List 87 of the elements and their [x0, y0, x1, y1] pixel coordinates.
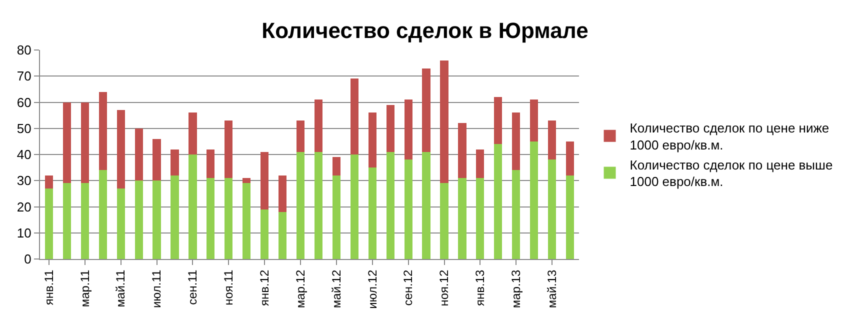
- bar: [80, 102, 89, 184]
- bar: [116, 188, 125, 259]
- y-tick-label: 60: [16, 94, 32, 110]
- bar: [278, 212, 287, 259]
- bar: [458, 123, 466, 178]
- bar: [62, 102, 71, 184]
- y-tick-label: 40: [16, 147, 32, 162]
- x-tick-label: июл.12: [365, 269, 380, 309]
- bar: [494, 144, 502, 259]
- bar: [134, 180, 143, 259]
- bar: [386, 152, 394, 259]
- bar: [530, 141, 538, 259]
- bar: [566, 141, 574, 176]
- bar: [530, 100, 538, 142]
- chart-title: Количество сделок в Юрмале: [262, 18, 588, 43]
- bar: [368, 112, 376, 168]
- bar: [188, 112, 197, 154]
- bar: [260, 209, 269, 259]
- bar: [368, 168, 376, 259]
- bar: [548, 120, 556, 160]
- bar: [350, 78, 358, 154]
- x-tick-label: янв.13: [473, 269, 488, 306]
- bar: [476, 178, 484, 259]
- x-tick-label: май.12: [329, 269, 344, 308]
- bar: [44, 175, 54, 188]
- bar: [386, 104, 394, 152]
- bar: [404, 100, 412, 160]
- bar: [512, 170, 520, 259]
- bar: [494, 97, 502, 144]
- bar: [224, 178, 233, 259]
- y-tick-label: 10: [16, 225, 32, 240]
- bar: [314, 152, 323, 259]
- legend-label: Количество сделок по цене ниже 1000 евро/кв.м.: [630, 120, 830, 152]
- x-tick-label: ноя.12: [437, 269, 452, 306]
- x-tick-label: июл.11: [150, 269, 164, 308]
- bar: [206, 178, 215, 259]
- bar: [260, 152, 269, 210]
- bar: [350, 154, 358, 259]
- bar: [422, 152, 430, 259]
- bar: [566, 175, 574, 259]
- bar: [548, 160, 556, 259]
- x-tick-label: янв.11: [42, 269, 56, 306]
- bar: [206, 149, 215, 178]
- x-tick-label: сен.11: [186, 269, 200, 305]
- legend-label: Количество сделок по цене выше 1000 евро/кв.м.: [630, 157, 833, 190]
- bar: [278, 175, 287, 212]
- bar: [440, 183, 448, 259]
- bar: [332, 157, 340, 176]
- y-tick-label: 20: [16, 199, 32, 214]
- x-tick-label: сен.12: [401, 269, 416, 306]
- bar: [296, 152, 305, 259]
- y-tick-label: 0: [24, 252, 32, 267]
- x-tick-label: май.11: [114, 269, 128, 308]
- x-tick-label: мар.11: [78, 269, 92, 308]
- x-tick-label: мар.13: [509, 269, 524, 308]
- bar: [188, 154, 197, 259]
- y-tick-label: 70: [16, 68, 32, 84]
- bar: [512, 112, 520, 170]
- bar: [152, 138, 161, 181]
- y-tick-label: 30: [16, 173, 32, 188]
- bar: [332, 175, 340, 259]
- bar: [314, 100, 323, 152]
- bar: [476, 149, 484, 178]
- bar: [152, 180, 161, 259]
- bar: [242, 183, 251, 259]
- x-tick-label: мар.12: [293, 269, 308, 308]
- bar: [440, 60, 448, 184]
- x-tick-label: ноя.11: [222, 269, 236, 306]
- y-tick-label: 80: [16, 42, 32, 58]
- bar: [80, 183, 89, 259]
- bar: [116, 110, 125, 188]
- bar: [44, 188, 54, 259]
- bar: [98, 92, 107, 170]
- bar: [458, 178, 466, 259]
- y-tick-label: 50: [16, 120, 32, 136]
- bar: [170, 149, 179, 176]
- bar: [296, 120, 305, 152]
- bar: [134, 128, 143, 181]
- bar: [404, 160, 412, 259]
- bar: [422, 68, 430, 152]
- bar: [62, 183, 71, 259]
- bar: [170, 175, 179, 259]
- x-tick-label: янв.12: [257, 269, 272, 306]
- bar: [224, 120, 233, 178]
- x-tick-label: май.13: [544, 269, 559, 308]
- bar: [98, 170, 107, 259]
- bar: [242, 178, 251, 184]
